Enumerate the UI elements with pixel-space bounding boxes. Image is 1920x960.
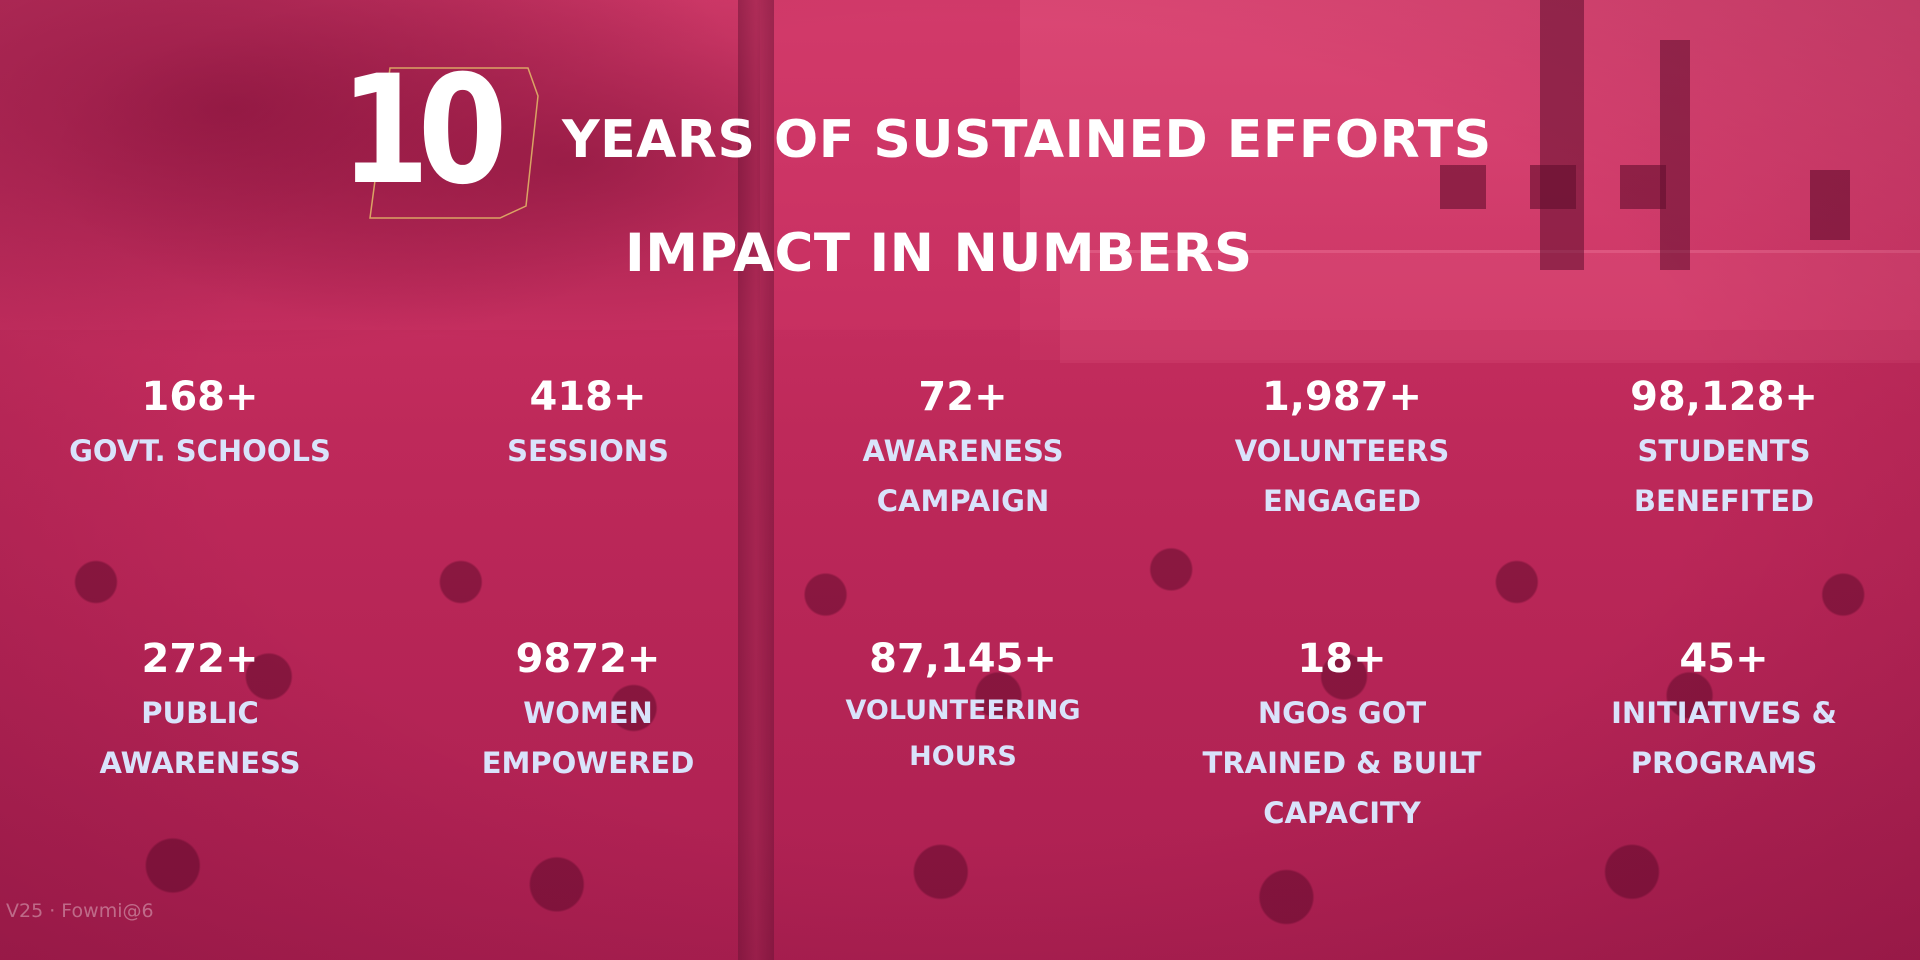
stat-govt-schools: 168+ GOVT. SCHOOLS — [10, 372, 390, 476]
stat-label-line: SESSIONS — [507, 434, 669, 468]
stat-label: NGOs GOT TRAINED & BUILT CAPACITY — [1152, 688, 1532, 838]
stat-label-line: STUDENTS — [1637, 434, 1811, 468]
stat-value: 9872+ — [515, 636, 661, 682]
ten-outline-frame — [369, 67, 539, 219]
building-window — [1530, 165, 1576, 209]
stat-women-empowered: 9872+ WOMEN EMPOWERED — [398, 634, 778, 788]
stat-volunteers-engaged: 1,987+ VOLUNTEERS ENGAGED — [1152, 372, 1532, 526]
stat-value: 418+ — [529, 374, 647, 420]
stat-value: 98,128+ — [1630, 374, 1818, 420]
stat-label-line: EMPOWERED — [481, 746, 695, 780]
background-building — [1020, 0, 1920, 360]
stat-label: GOVT. SCHOOLS — [10, 426, 390, 476]
stat-value: 168+ — [141, 374, 259, 420]
stat-label: SESSIONS — [398, 426, 778, 476]
heading-impact: IMPACT IN NUMBERS — [625, 223, 1253, 284]
stat-label-line: WOMEN — [523, 696, 653, 730]
stat-value: 272+ — [141, 636, 259, 682]
stat-label-line: PUBLIC — [141, 696, 259, 730]
stat-label: VOLUNTEERS ENGAGED — [1152, 426, 1532, 526]
stat-label: AWARENESS CAMPAIGN — [773, 426, 1153, 526]
stat-label: PUBLIC AWARENESS — [10, 688, 390, 788]
stat-label: WOMEN EMPOWERED — [398, 688, 778, 788]
tree-trunk — [1540, 0, 1584, 270]
stat-label-line: HOURS — [909, 741, 1017, 772]
stat-label-line: BENEFITED — [1633, 484, 1815, 518]
stat-value: 87,145+ — [869, 636, 1057, 682]
stat-label-line: VOLUNTEERING — [845, 695, 1081, 726]
stat-sessions: 418+ SESSIONS — [398, 372, 778, 476]
stat-label-line: ENGAGED — [1262, 484, 1421, 518]
stat-students-benefited: 98,128+ STUDENTS BENEFITED — [1534, 372, 1914, 526]
stat-label: VOLUNTEERING HOURS — [773, 688, 1153, 780]
stat-value: 1,987+ — [1261, 374, 1423, 420]
stat-label-line: CAPACITY — [1263, 796, 1421, 830]
stat-label-line: VOLUNTEERS — [1234, 434, 1450, 468]
heading-years: YEARS OF SUSTAINED EFFORTS — [562, 110, 1492, 170]
stat-label-line: AWARENESS — [862, 434, 1064, 468]
tree-trunk — [1660, 40, 1690, 270]
stat-label-line: GOVT. SCHOOLS — [69, 434, 331, 468]
building-window — [1620, 165, 1666, 209]
stat-volunteering-hours: 87,145+ VOLUNTEERING HOURS — [773, 634, 1153, 780]
camera-watermark: V25 · Fowmi@6 — [6, 900, 154, 922]
building-window — [1810, 170, 1850, 240]
stat-label: STUDENTS BENEFITED — [1534, 426, 1914, 526]
stat-value: 18+ — [1297, 636, 1387, 682]
stat-ngos-trained: 18+ NGOs GOT TRAINED & BUILT CAPACITY — [1152, 634, 1532, 838]
stat-label: INITIATIVES & PROGRAMS — [1534, 688, 1914, 788]
stat-label-line: AWARENESS — [99, 746, 301, 780]
stat-label-line: NGOs GOT — [1257, 696, 1427, 730]
stat-public-awareness: 272+ PUBLIC AWARENESS — [10, 634, 390, 788]
stat-label-line: CAMPAIGN — [876, 484, 1050, 518]
stat-label-line: TRAINED & BUILT — [1202, 746, 1482, 780]
stat-value: 72+ — [918, 374, 1008, 420]
stat-value: 45+ — [1679, 636, 1769, 682]
stat-label-line: PROGRAMS — [1630, 746, 1818, 780]
stat-label-line: INITIATIVES & — [1611, 696, 1837, 730]
stat-awareness-campaign: 72+ AWARENESS CAMPAIGN — [773, 372, 1153, 526]
years-number: 10 — [340, 44, 507, 218]
stat-initiatives-programs: 45+ INITIATIVES & PROGRAMS — [1534, 634, 1914, 788]
